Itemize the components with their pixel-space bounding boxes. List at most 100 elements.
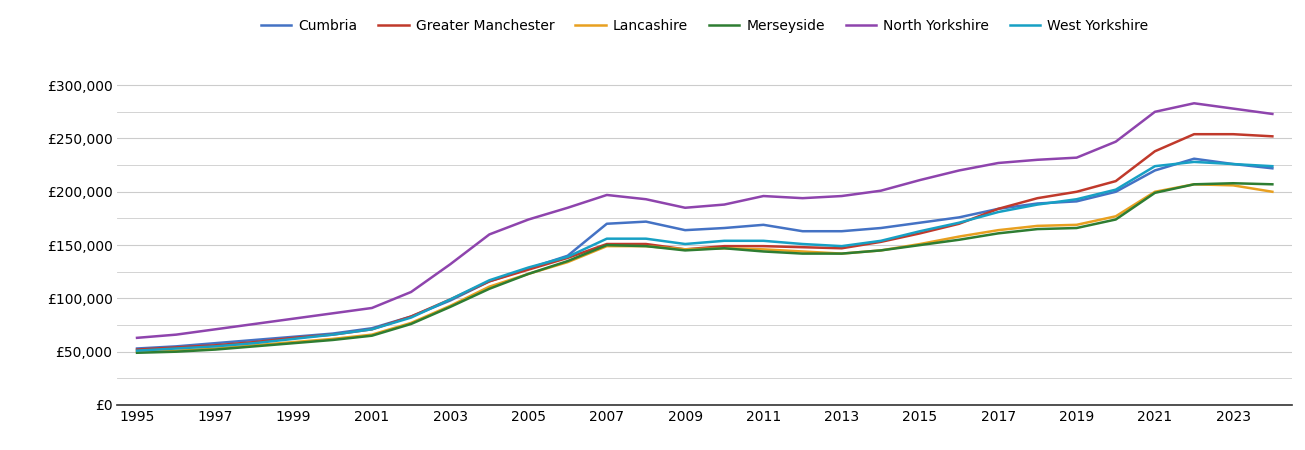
West Yorkshire	[873, 238, 889, 243]
West Yorkshire	[756, 238, 771, 243]
Merseyside	[990, 231, 1006, 236]
Greater Manchester	[442, 297, 458, 302]
Merseyside	[951, 237, 967, 243]
Greater Manchester	[482, 279, 497, 284]
West Yorkshire	[677, 241, 693, 247]
West Yorkshire	[951, 220, 967, 225]
North Yorkshire	[129, 335, 145, 341]
North Yorkshire	[951, 168, 967, 173]
Lancashire	[912, 241, 928, 247]
West Yorkshire	[286, 336, 301, 342]
Lancashire	[716, 246, 732, 251]
Greater Manchester	[1147, 148, 1163, 154]
North Yorkshire	[756, 194, 771, 199]
North Yorkshire	[560, 205, 576, 211]
Cumbria	[1147, 168, 1163, 173]
West Yorkshire	[325, 332, 341, 338]
Lancashire	[1069, 222, 1084, 228]
Merseyside	[364, 333, 380, 338]
North Yorkshire	[1030, 157, 1045, 162]
West Yorkshire	[795, 241, 810, 247]
Line: Lancashire: Lancashire	[137, 184, 1272, 352]
Merseyside	[1186, 182, 1202, 187]
West Yorkshire	[1186, 159, 1202, 165]
Cumbria	[207, 341, 223, 346]
Greater Manchester	[795, 244, 810, 250]
West Yorkshire	[1030, 202, 1045, 207]
North Yorkshire	[364, 305, 380, 310]
Lancashire	[599, 243, 615, 249]
Merseyside	[286, 341, 301, 346]
Greater Manchester	[677, 247, 693, 252]
Lancashire	[795, 249, 810, 254]
Greater Manchester	[403, 314, 419, 319]
Cumbria	[364, 325, 380, 331]
Greater Manchester	[1225, 131, 1241, 137]
Cumbria	[599, 221, 615, 226]
Cumbria	[1108, 189, 1124, 194]
North Yorkshire	[716, 202, 732, 207]
Merseyside	[1225, 180, 1241, 186]
West Yorkshire	[834, 243, 850, 249]
West Yorkshire	[442, 297, 458, 302]
Cumbria	[834, 229, 850, 234]
North Yorkshire	[1186, 101, 1202, 106]
Cumbria	[756, 222, 771, 228]
Merseyside	[1265, 182, 1280, 187]
Merseyside	[129, 350, 145, 356]
West Yorkshire	[560, 254, 576, 260]
Lancashire	[1030, 223, 1045, 229]
West Yorkshire	[1265, 163, 1280, 169]
Greater Manchester	[325, 332, 341, 338]
Cumbria	[795, 229, 810, 234]
Cumbria	[912, 220, 928, 225]
Lancashire	[638, 243, 654, 249]
Lancashire	[168, 348, 184, 353]
Greater Manchester	[207, 342, 223, 348]
Greater Manchester	[951, 221, 967, 226]
North Yorkshire	[325, 310, 341, 316]
North Yorkshire	[677, 205, 693, 211]
North Yorkshire	[873, 188, 889, 194]
West Yorkshire	[1108, 187, 1124, 192]
Cumbria	[638, 219, 654, 224]
Merseyside	[207, 347, 223, 352]
Line: Cumbria: Cumbria	[137, 159, 1272, 348]
Lancashire	[207, 346, 223, 351]
Cumbria	[677, 227, 693, 233]
Lancashire	[521, 271, 536, 277]
West Yorkshire	[403, 315, 419, 320]
West Yorkshire	[482, 278, 497, 283]
North Yorkshire	[599, 192, 615, 198]
Merseyside	[912, 243, 928, 248]
West Yorkshire	[168, 346, 184, 351]
Lancashire	[873, 248, 889, 253]
Lancashire	[286, 339, 301, 345]
Greater Manchester	[1108, 178, 1124, 184]
Lancashire	[364, 332, 380, 338]
Cumbria	[560, 253, 576, 258]
Greater Manchester	[1186, 131, 1202, 137]
Merseyside	[756, 249, 771, 254]
North Yorkshire	[207, 327, 223, 332]
West Yorkshire	[1069, 197, 1084, 202]
North Yorkshire	[403, 289, 419, 295]
Lancashire	[1186, 182, 1202, 187]
Merseyside	[638, 243, 654, 249]
North Yorkshire	[638, 197, 654, 202]
Greater Manchester	[990, 206, 1006, 211]
Greater Manchester	[1265, 134, 1280, 139]
Cumbria	[286, 334, 301, 339]
Cumbria	[482, 279, 497, 284]
West Yorkshire	[521, 265, 536, 270]
Merseyside	[521, 271, 536, 277]
Cumbria	[1186, 156, 1202, 162]
Merseyside	[168, 349, 184, 355]
Lancashire	[442, 303, 458, 309]
Lancashire	[990, 227, 1006, 233]
Cumbria	[1265, 166, 1280, 171]
Lancashire	[560, 260, 576, 265]
Greater Manchester	[716, 243, 732, 249]
Lancashire	[1225, 183, 1241, 188]
North Yorkshire	[521, 217, 536, 222]
